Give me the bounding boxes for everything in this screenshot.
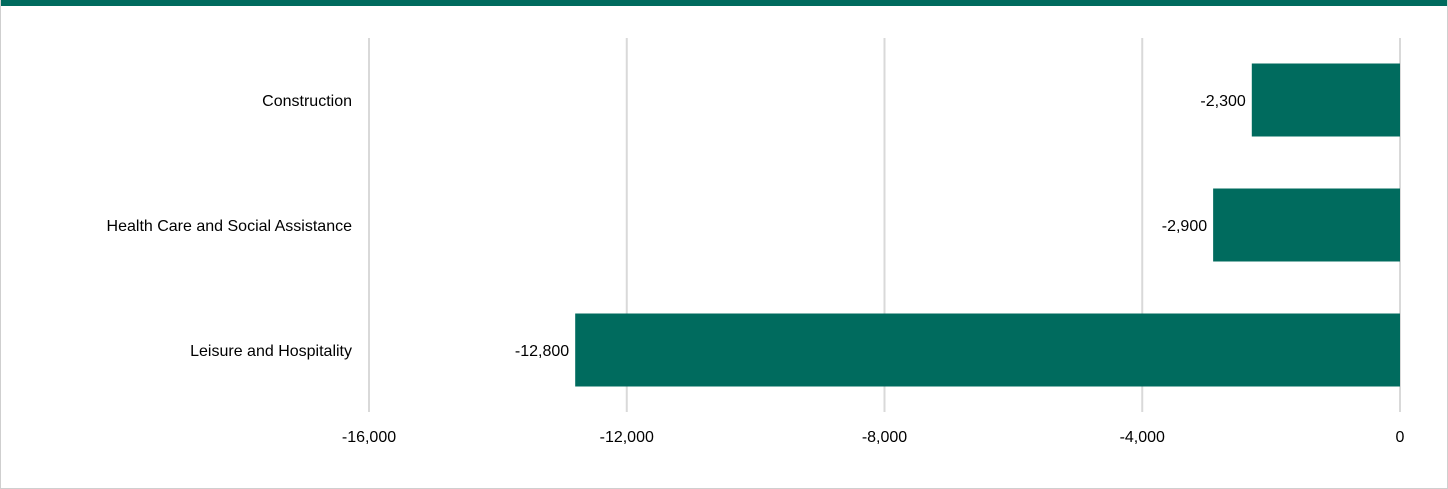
x-tick-label: -4,000: [1120, 429, 1165, 446]
x-tick-label: -8,000: [862, 429, 907, 446]
bars: [575, 63, 1400, 387]
data-label: -2,900: [1162, 218, 1207, 235]
category-label: Health Care and Social Assistance: [107, 218, 353, 235]
x-tick-label: -16,000: [342, 429, 396, 446]
bar: [1213, 188, 1400, 262]
category-label: Construction: [262, 93, 352, 110]
bar: [575, 313, 1400, 387]
category-label: Leisure and Hospitality: [190, 343, 352, 360]
x-tick-label: 0: [1396, 429, 1405, 446]
labels: -16,000 -12,000 -8,000 -4,000 0 Construction -…: [107, 93, 1405, 446]
data-label: -12,800: [515, 343, 569, 360]
bar: [1251, 63, 1400, 137]
top-accent-rule: [1, 0, 1447, 6]
data-label: -2,300: [1200, 93, 1245, 110]
x-tick-label: -12,000: [600, 429, 654, 446]
